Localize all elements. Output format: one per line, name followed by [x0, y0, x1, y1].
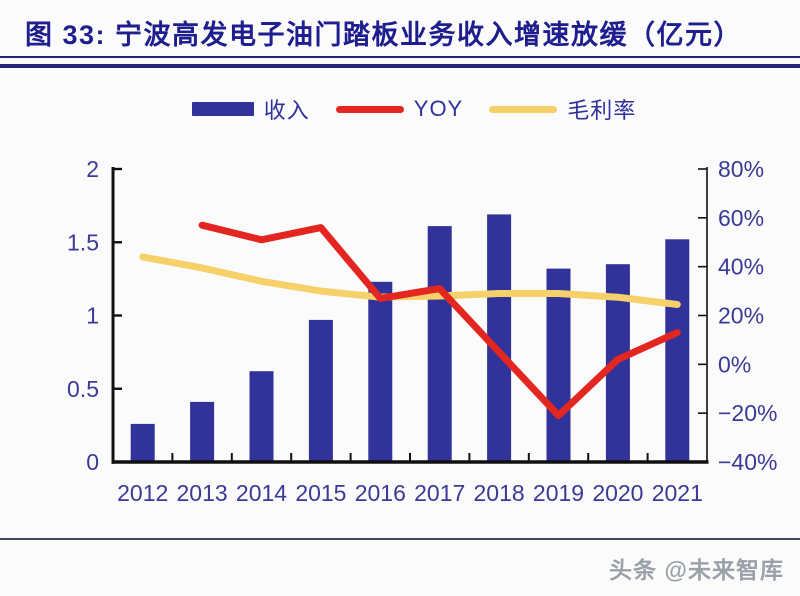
bar-2012 — [130, 423, 155, 462]
right-axis-tick-label: 0% — [718, 351, 751, 377]
legend-swatch-gross-margin — [489, 105, 558, 113]
left-axis-tick-label: 1 — [86, 303, 99, 329]
left-axis-tick-label: 1.5 — [67, 229, 99, 255]
legend-item-yoy: YOY — [335, 95, 464, 123]
legend-label-yoy: YOY — [413, 96, 464, 121]
bar-2015 — [308, 319, 333, 462]
watermark-toutiao-weilaizhiku: 头条 @未来智库 — [609, 557, 784, 583]
right-axis-tick-label: 60% — [718, 205, 764, 231]
left-axis-tick-label: 2 — [86, 156, 99, 182]
x-axis-category-label: 2013 — [177, 480, 228, 506]
bar-2019 — [546, 268, 571, 462]
x-axis-category-label: 2021 — [652, 480, 703, 506]
x-axis-category-label: 2017 — [414, 480, 465, 506]
left-axis-tick-label: 0 — [86, 449, 99, 475]
legend-label-revenue: 收入 — [263, 98, 310, 123]
legend-swatch-yoy — [335, 105, 404, 113]
line-毛利率 — [139, 253, 681, 308]
bar-2014 — [249, 371, 274, 462]
x-axis-category-label: 2014 — [236, 480, 287, 506]
legend-label-gross-margin: 毛利率 — [567, 98, 637, 123]
right-axis-tick-label: 20% — [718, 303, 764, 329]
title-underline-thick — [0, 64, 800, 68]
legend-swatch-revenue — [191, 102, 254, 116]
chart-legend: 收入 YOY 毛利率 — [14, 95, 800, 123]
right-axis-tick-label: −40% — [718, 449, 777, 475]
bar-2016 — [368, 281, 393, 462]
right-axis-tick-label: −20% — [718, 400, 777, 426]
figure-title: 图 33: 宁波高发电子油门踏板业务收入增速放缓（亿元） — [25, 20, 743, 50]
bar-2018 — [487, 214, 512, 462]
right-axis-tick-label: 80% — [718, 156, 764, 182]
line-YOY — [198, 221, 681, 420]
legend-item-revenue: 收入 — [191, 95, 310, 123]
x-axis-category-label: 2020 — [592, 480, 643, 506]
bar-2017 — [427, 226, 452, 462]
title-underline-thin — [0, 56, 800, 58]
x-axis-category-label: 2018 — [474, 480, 525, 506]
left-axis-tick-label: 0.5 — [67, 376, 99, 402]
right-axis-tick-label: 40% — [718, 254, 764, 280]
x-axis-category-label: 2016 — [355, 480, 406, 506]
bar-2021 — [665, 239, 690, 462]
x-axis-category-label: 2012 — [117, 480, 168, 506]
bottom-divider — [0, 538, 800, 540]
x-axis-category-label: 2015 — [295, 480, 346, 506]
legend-item-gross-margin: 毛利率 — [489, 95, 636, 123]
x-axis-category-label: 2019 — [533, 480, 584, 506]
bar-2013 — [190, 401, 215, 462]
